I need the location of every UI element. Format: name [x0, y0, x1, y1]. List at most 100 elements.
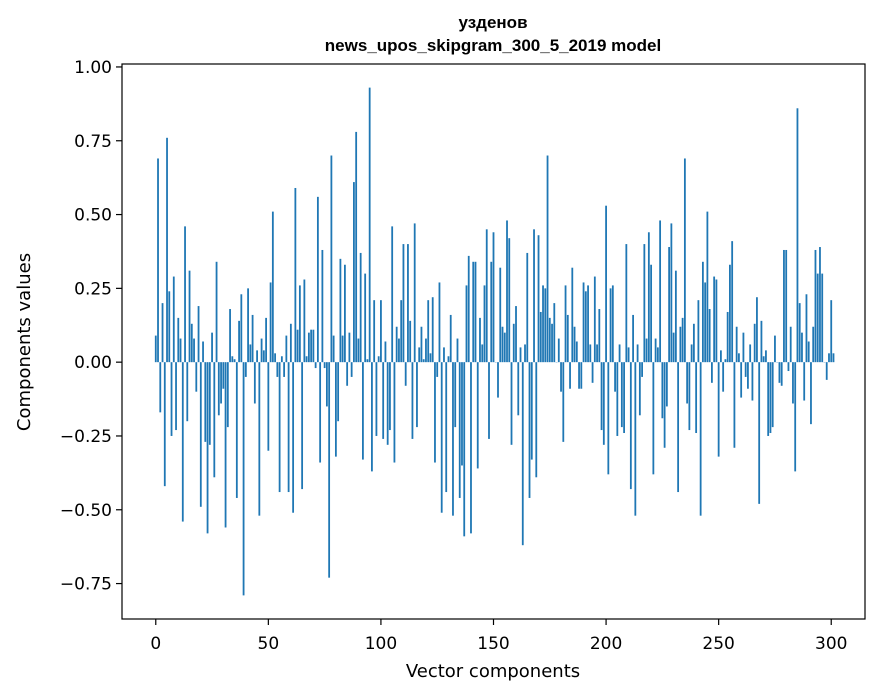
bar-150 [492, 232, 495, 363]
bar-121 [427, 300, 430, 363]
bar-242 [699, 362, 702, 516]
bar-56 [280, 356, 283, 363]
bar-219 [647, 232, 650, 363]
bar-39 [242, 362, 245, 596]
bar-109 [400, 300, 403, 363]
bar-186 [573, 326, 576, 363]
bar-211 [629, 362, 632, 490]
bar-142 [474, 261, 477, 363]
bar-30 [222, 362, 225, 389]
bar-50 [267, 362, 270, 451]
bar-51 [269, 282, 272, 363]
bar-12 [181, 362, 184, 522]
bar-280 [785, 249, 788, 363]
bar-9 [175, 362, 177, 431]
bar-262 [744, 362, 747, 377]
bar-244 [704, 282, 707, 363]
bar-53 [274, 353, 276, 363]
bar-58 [285, 335, 288, 363]
bar-250 [717, 362, 720, 457]
bar-28 [217, 362, 220, 416]
bar-199 [602, 362, 605, 445]
bar-263 [747, 362, 749, 389]
bar-46 [258, 362, 261, 516]
bar-1 [157, 158, 159, 363]
y-tick-label: −0.75 [60, 575, 112, 595]
bar-57 [283, 362, 286, 377]
bar-236 [686, 362, 689, 404]
bar-44 [253, 362, 256, 404]
bar-169 [535, 362, 538, 478]
bar-114 [411, 362, 414, 439]
bar-61 [292, 362, 295, 513]
bar-161 [517, 362, 520, 416]
bar-195 [593, 276, 596, 363]
bar-37 [238, 320, 240, 363]
bar-75 [323, 362, 326, 369]
x-tick-label: 50 [258, 634, 280, 654]
bar-72 [316, 196, 319, 363]
bar-22 [204, 362, 207, 442]
bar-245 [706, 211, 709, 363]
bar-47 [260, 338, 263, 363]
bar-171 [539, 311, 542, 363]
bar-290 [807, 341, 810, 363]
bar-172 [542, 285, 544, 363]
bar-77 [328, 362, 331, 578]
bar-139 [467, 255, 470, 363]
bar-260 [740, 362, 743, 398]
bar-258 [735, 326, 738, 363]
bar-223 [656, 347, 659, 363]
bar-26 [213, 362, 216, 478]
bar-177 [553, 303, 556, 363]
bar-200 [605, 205, 607, 363]
bar-42 [249, 344, 252, 363]
bar-162 [519, 347, 522, 363]
bar-106 [393, 362, 396, 463]
bar-271 [765, 350, 767, 363]
bar-73 [319, 362, 322, 463]
bar-33 [229, 309, 231, 363]
bar-264 [749, 344, 752, 363]
bar-295 [819, 247, 821, 363]
bar-88 [353, 182, 355, 363]
x-axis-label: Vector components [406, 661, 580, 682]
bar-3 [161, 303, 164, 363]
bar-238 [690, 344, 693, 363]
bar-21 [202, 341, 204, 363]
bar-140 [470, 362, 472, 534]
bar-275 [774, 335, 776, 363]
bar-80 [334, 362, 337, 457]
bar-66 [303, 279, 306, 363]
bar-27 [215, 261, 218, 363]
bar-91 [359, 252, 362, 363]
bar-179 [557, 338, 560, 363]
x-tick-label: 250 [702, 634, 734, 654]
bar-282 [789, 326, 792, 363]
bar-144 [479, 317, 481, 363]
bar-29 [220, 362, 222, 404]
bar-248 [713, 276, 716, 363]
bar-138 [465, 285, 468, 363]
bar-159 [512, 323, 515, 363]
bar-257 [733, 362, 736, 448]
bar-69 [310, 329, 313, 363]
bar-265 [751, 362, 754, 401]
bar-254 [726, 311, 729, 363]
bar-40 [244, 362, 247, 377]
y-tick-label: 0.75 [74, 132, 112, 152]
y-tick-label: 0.00 [74, 353, 112, 373]
bar-133 [454, 362, 457, 428]
bar-85 [346, 362, 349, 386]
bar-38 [240, 294, 243, 363]
bar-193 [589, 344, 592, 363]
chart-title: узденов [458, 13, 527, 32]
bar-14 [186, 362, 189, 422]
bar-155 [503, 332, 506, 363]
bar-291 [810, 362, 812, 425]
x-tick-label: 0 [150, 634, 161, 654]
bar-232 [677, 362, 680, 493]
bar-17 [193, 338, 195, 363]
bar-181 [562, 362, 565, 442]
bar-180 [560, 362, 562, 392]
